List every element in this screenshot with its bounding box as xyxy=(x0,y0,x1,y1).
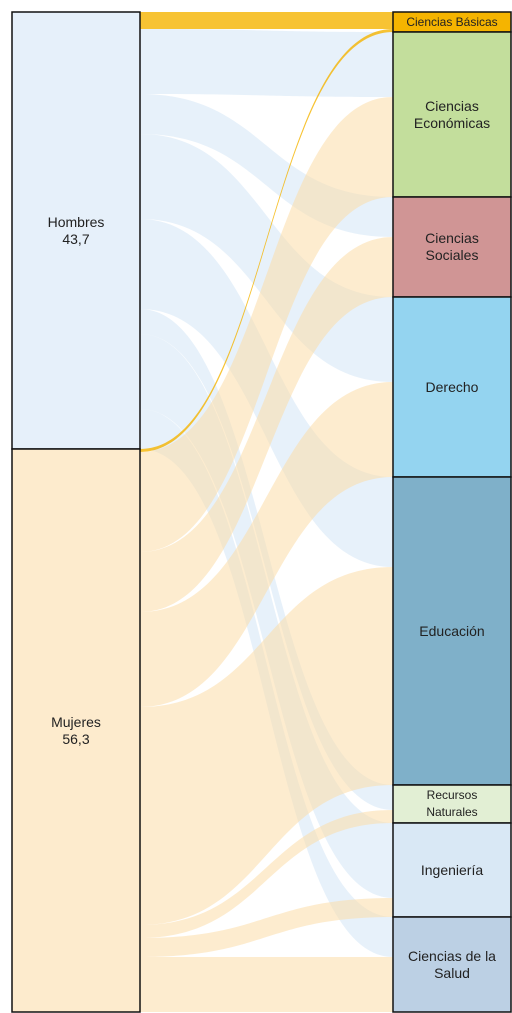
link xyxy=(140,237,393,612)
link xyxy=(140,567,393,925)
label-text: Ciencias Económicas xyxy=(413,97,491,131)
label-text: Derecho xyxy=(425,378,479,395)
link xyxy=(140,334,393,898)
target-node xyxy=(392,196,512,298)
label-text: Recursos Naturales xyxy=(426,788,478,819)
target-label: Educación xyxy=(400,477,504,785)
link xyxy=(140,957,393,1012)
label-text: Ciencias de la Salud xyxy=(408,947,496,981)
target-label: Ciencias Sociales xyxy=(400,197,504,297)
target-label: Ciencias de la Salud xyxy=(400,917,504,1012)
label-text: 56,3 xyxy=(62,730,90,747)
link xyxy=(140,29,393,97)
target-node xyxy=(392,31,512,198)
label-text: Ciencias Básicas xyxy=(406,14,498,29)
source-label: Mujeres 56,3 xyxy=(12,449,140,1012)
label-text: 43,7 xyxy=(62,230,90,247)
target-node xyxy=(392,784,512,824)
link xyxy=(140,382,393,707)
target-node xyxy=(392,822,512,918)
link xyxy=(140,97,393,552)
link xyxy=(140,12,393,29)
source-node xyxy=(11,448,141,1013)
link xyxy=(140,810,393,938)
label-text: Educación xyxy=(419,622,485,639)
source-label: Hombres 43,7 xyxy=(12,12,140,449)
target-label: Ciencias Básicas xyxy=(393,12,511,32)
label-text: Ciencias Sociales xyxy=(425,230,479,263)
target-node xyxy=(392,296,512,478)
label-text: Ingeniería xyxy=(420,861,484,878)
link xyxy=(140,29,393,452)
source-node xyxy=(11,11,141,450)
target-label: Ciencias Económicas xyxy=(400,32,504,197)
target-label: Ingeniería xyxy=(400,823,504,917)
label-text: Hombres xyxy=(47,213,105,230)
target-label: Recursos Naturales xyxy=(412,785,492,823)
target-node xyxy=(392,916,512,1013)
link xyxy=(140,898,393,957)
target-node xyxy=(392,476,512,786)
label-text: Mujeres xyxy=(51,713,101,730)
target-label: Derecho xyxy=(400,297,504,477)
